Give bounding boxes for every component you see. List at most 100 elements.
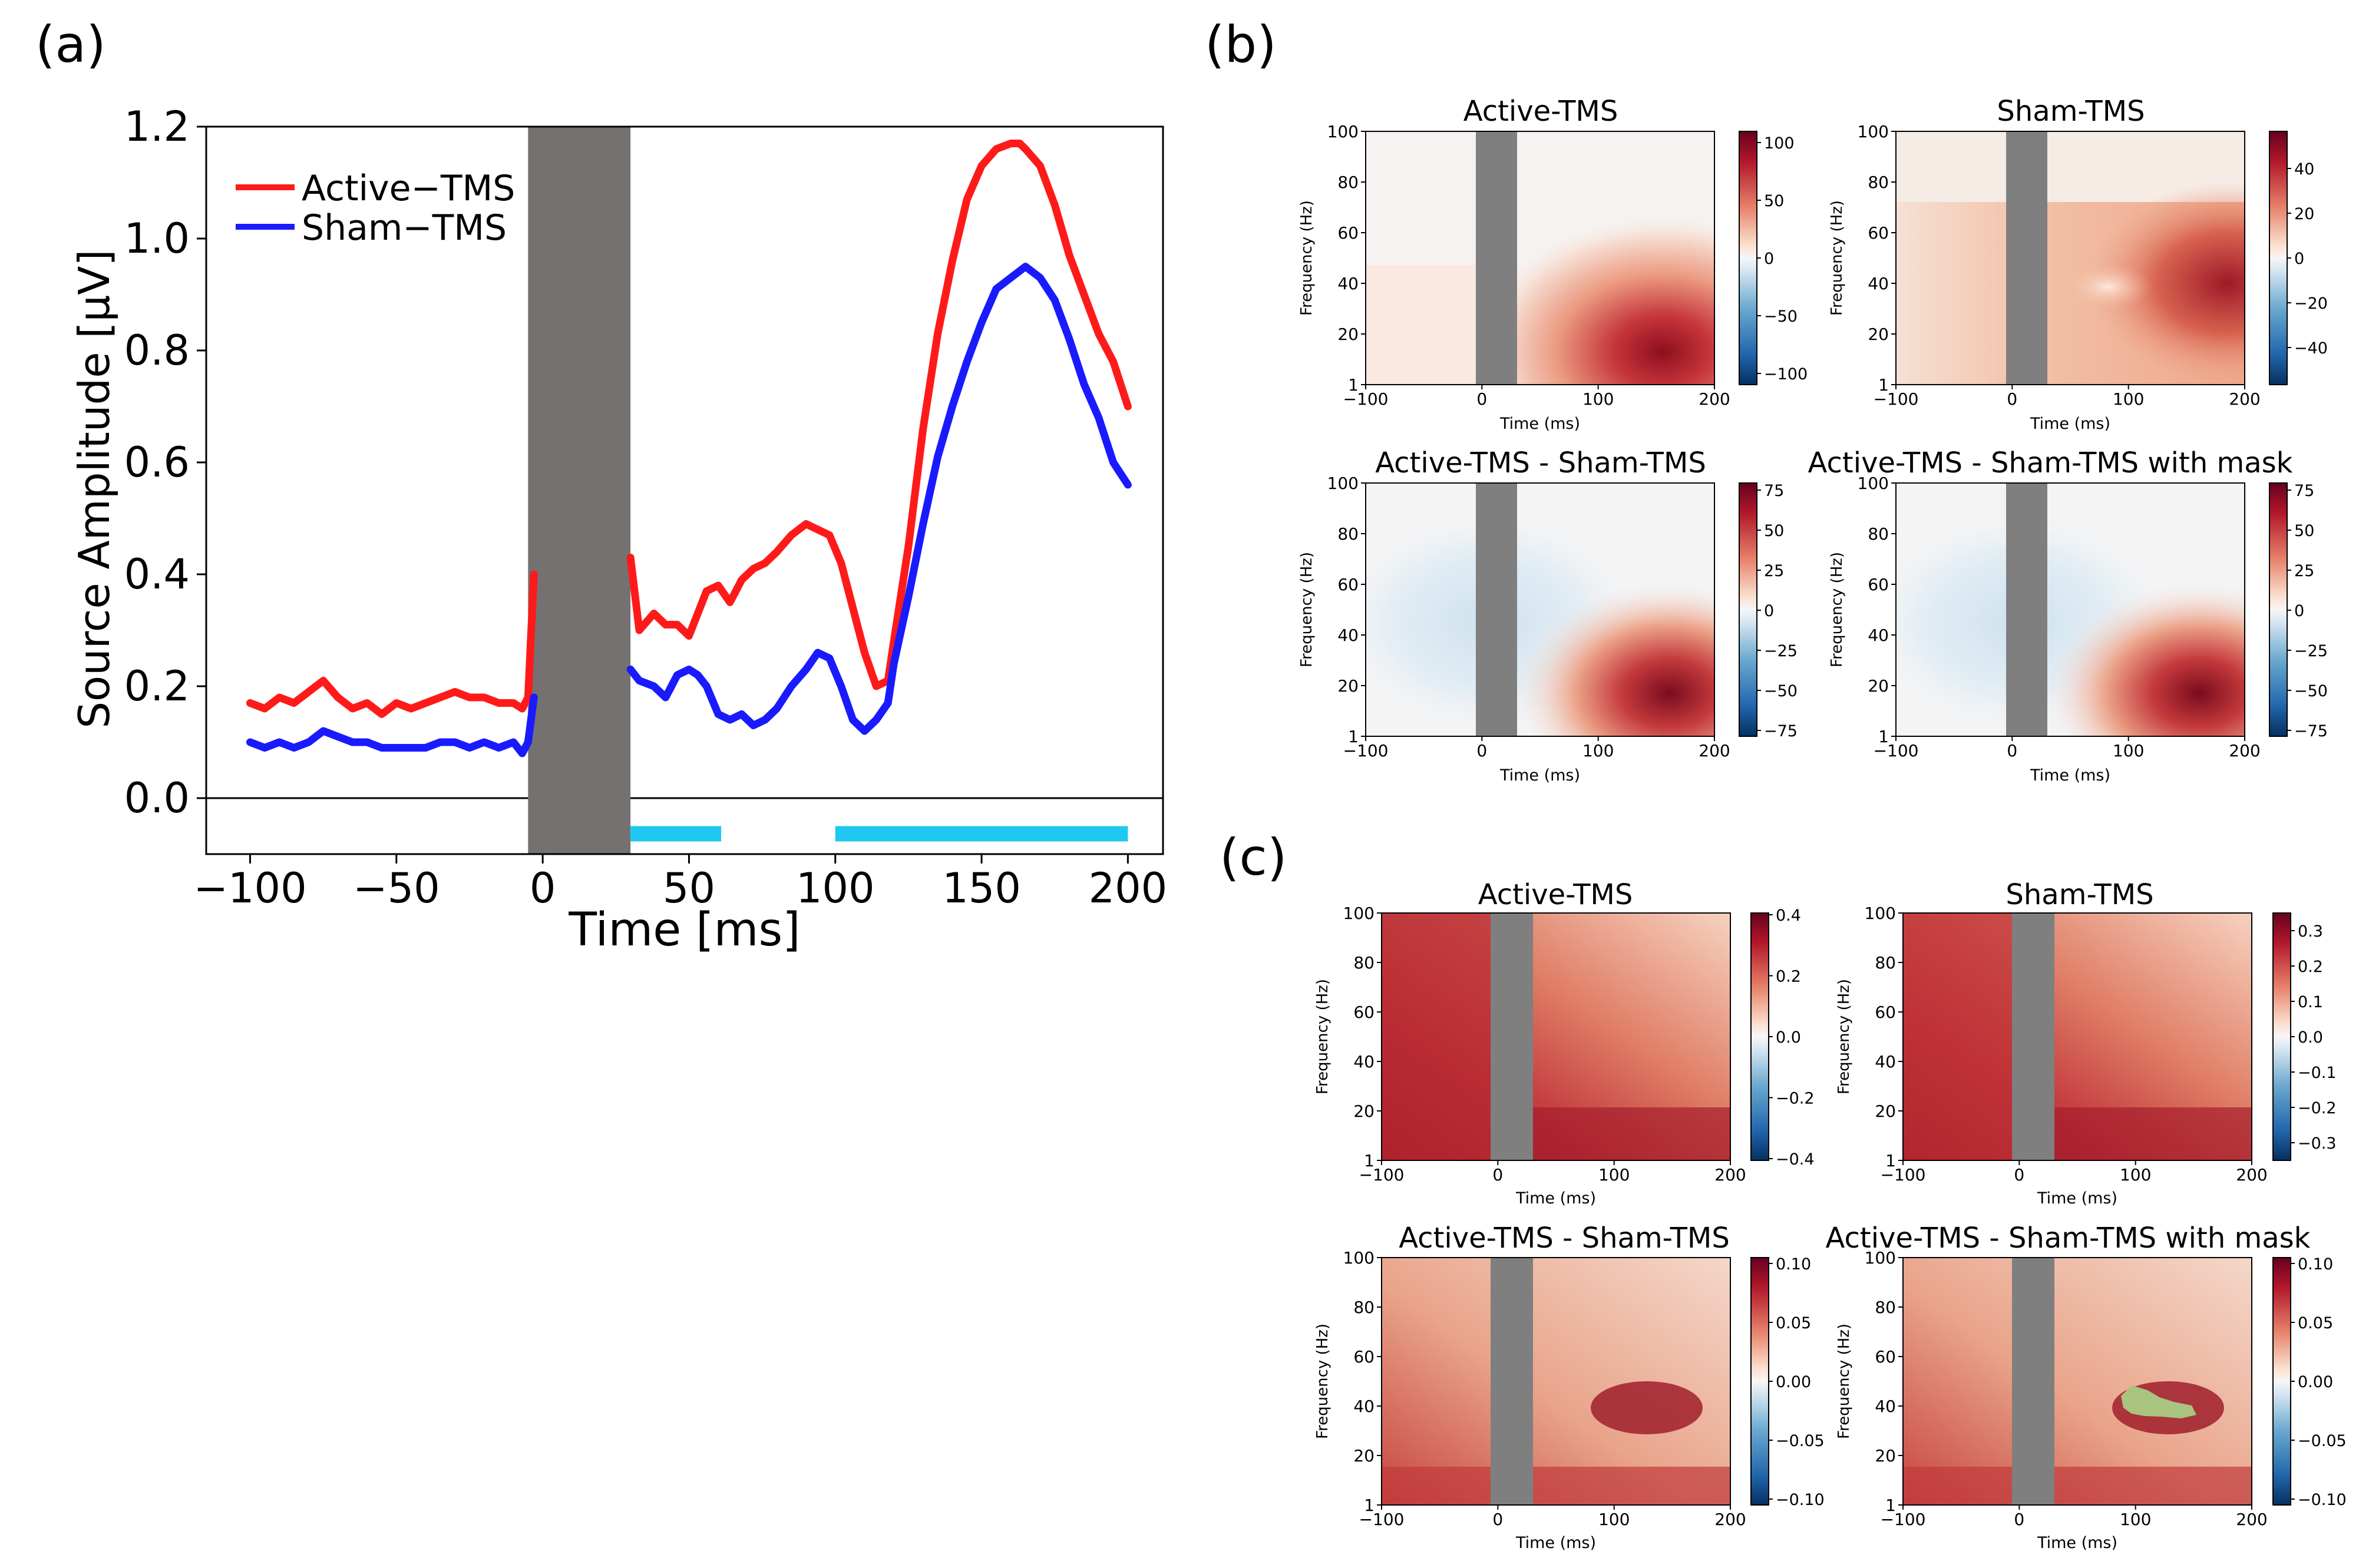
colorbar	[1739, 482, 1757, 737]
itc-c-diff: Active-TMS - Sham-TMS 0.10 0.05 0.00 −0.05 −…	[1314, 1222, 1825, 1552]
tfr-stim-block	[1491, 1258, 1533, 1505]
y-tick-label: 20	[1353, 1101, 1375, 1121]
colorbar-ticks: 100 50 0 −50 −100	[1757, 134, 1808, 383]
y-tick-label: 40	[1875, 1397, 1896, 1416]
tfr-y-label: Frequency (Hz)	[1828, 552, 1846, 667]
x-tick-label: 0	[530, 864, 556, 912]
colorbar-ticks: 0.10 0.05 0.00 −0.05 −0.10	[1769, 1255, 1825, 1509]
heatmap-frame	[1381, 912, 1731, 1161]
y-tick-label: 100	[1858, 474, 1889, 493]
colorbar-tick-label: 20	[2294, 205, 2314, 223]
y-tick-label: 60	[1337, 575, 1359, 594]
tfr-title: Sham-TMS	[2006, 878, 2153, 911]
colorbar-tick-label: 0.10	[2298, 1255, 2333, 1273]
tfr-title: Sham-TMS	[1997, 95, 2145, 128]
x-tick-label: 200	[1714, 1510, 1746, 1529]
colorbar-tick-label: −75	[2294, 722, 2328, 740]
colorbar-tick-label: −0.05	[1776, 1432, 1825, 1450]
y-tick-label: 20	[1868, 676, 1889, 696]
x-tick-label: 50	[663, 864, 715, 912]
significance-bar-0	[630, 826, 722, 842]
colorbar-tick-label: −0.05	[2298, 1432, 2347, 1450]
y-tick-label: 100	[1865, 904, 1896, 923]
y-tick-label: 0.8	[124, 326, 190, 375]
heatmap-frame	[1365, 482, 1715, 737]
series-line-active-pre	[246, 570, 538, 718]
x-tick-label: 200	[1714, 1165, 1746, 1185]
colorbar	[2272, 1257, 2291, 1506]
y-tick-label: 40	[1875, 1052, 1896, 1071]
colorbar-tick-label: −75	[1764, 722, 1798, 740]
y-tick-label: 80	[1875, 1298, 1896, 1317]
tfr-stim-block	[2012, 1258, 2054, 1505]
tfr-y-label: Frequency (Hz)	[1835, 979, 1853, 1094]
heatmap-light-spot	[2064, 263, 2152, 310]
significance-bars	[630, 826, 1128, 842]
tfr-x-label: Time (ms)	[1515, 1189, 1596, 1208]
colorbar-tick-label: 0	[2294, 602, 2304, 620]
tfr-x-label: Time (ms)	[2037, 1189, 2117, 1208]
tfr-stim-block	[1491, 913, 1533, 1160]
y-tick-label: 1	[1878, 375, 1889, 395]
tfr-title: Active-TMS - Sham-TMS with mask	[1826, 1222, 2311, 1255]
x-tick-label: 100	[2120, 1510, 2151, 1529]
x-tick-label: −100	[1874, 741, 1919, 760]
tfr-title: Active-TMS - Sham-TMS	[1375, 446, 1706, 479]
x-tick-label: 100	[1582, 741, 1614, 760]
y-tick-label: 60	[1875, 1003, 1896, 1022]
tfr-y-label: Frequency (Hz)	[1828, 200, 1846, 316]
colorbar-tick-label: 0.05	[1776, 1314, 1811, 1332]
stimulation-artifact-block	[528, 127, 631, 854]
heatmap-hot-region	[1366, 483, 1714, 736]
colorbar-tick-label: 50	[1764, 192, 1784, 210]
line-chart-a: −100 −50 0 50 100 150 200 0.0 0.2 0.4 0.6 0.8 1.0 1.2…	[70, 102, 1167, 957]
heatmap-frame	[1895, 131, 2245, 385]
colorbar-ticks: 75 50 25 0 −25 −50 −75	[1757, 482, 1798, 740]
x-tick-label: 200	[2229, 741, 2260, 760]
colorbar-tick-label: 0.4	[1776, 907, 1801, 925]
tfr-x-label: Time (ms)	[2037, 1534, 2117, 1552]
heatmap-base	[1382, 1258, 1730, 1505]
colorbar-tick-label: −100	[1764, 365, 1808, 383]
colorbar-tick-label: 0.2	[1776, 968, 1801, 986]
heatmap-frame	[1902, 912, 2252, 1161]
colorbar	[2269, 482, 2288, 737]
y-tick-label: 20	[1337, 325, 1359, 344]
x-tick-label: 100	[1598, 1510, 1630, 1529]
y-tick-label: 20	[1868, 325, 1889, 344]
y-tick-label: 1.2	[124, 102, 190, 151]
y-tick-label: 1	[1885, 1496, 1896, 1515]
y-tick-label: 40	[1337, 274, 1359, 293]
tfr-x-label: Time (ms)	[2030, 415, 2110, 433]
colorbar	[1750, 1257, 1769, 1506]
tfr-title: Active-TMS - Sham-TMS	[1399, 1222, 1730, 1255]
colorbar-tick-label: −0.1	[2298, 1064, 2337, 1082]
tfr-x-label: Time (ms)	[1499, 766, 1580, 785]
y-tick-label: 0.6	[124, 438, 190, 487]
colorbar-tick-label: −0.2	[1776, 1090, 1815, 1108]
legend-label-active: Active−TMS	[302, 168, 515, 209]
y-tick-label: 60	[1353, 1347, 1375, 1367]
y-tick-label: 20	[1875, 1101, 1896, 1121]
heatmap-hot-region	[1896, 483, 2245, 736]
x-tick-label: 200	[1699, 389, 1730, 409]
y-tick-label: 1	[1364, 1496, 1375, 1515]
colorbar-tick-label: 25	[2294, 562, 2314, 580]
tfr-stim-block	[2006, 131, 2047, 385]
x-tick-label: 0	[1476, 389, 1487, 409]
colorbar-tick-label: −25	[2294, 642, 2328, 660]
legend-label-sham: Sham−TMS	[302, 207, 507, 249]
tfr-b-diff: Active-TMS - Sham-TMS 75 50 25 0 −25 −50 −75 −…	[1298, 446, 1798, 785]
tfr-stim-block	[2006, 483, 2047, 736]
x-tick-label: 100	[2120, 1165, 2151, 1185]
tfr-title: Active-TMS	[1463, 95, 1618, 128]
tfr-stim-block	[1476, 483, 1517, 736]
y-tick-label: 80	[1868, 524, 1889, 544]
x-tick-label: 100	[796, 864, 875, 912]
tfr-title: Active-TMS - Sham-TMS with mask	[1808, 446, 2293, 479]
